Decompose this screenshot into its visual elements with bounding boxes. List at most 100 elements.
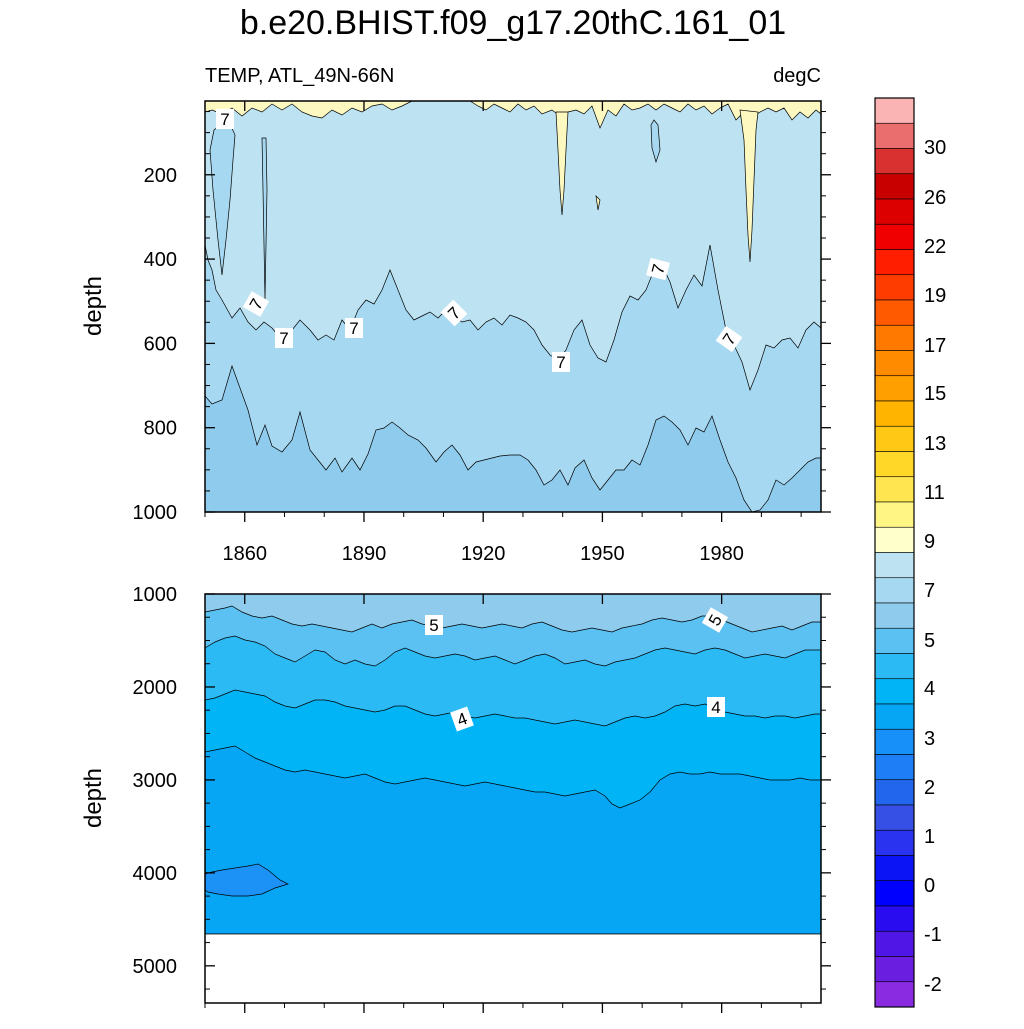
warm-plume-1940 — [555, 111, 569, 216]
colorbar-label: 13 — [924, 433, 946, 455]
ocean-floor-mask — [205, 934, 821, 1003]
x-tick-label: 1950 — [580, 543, 625, 565]
colorbar-swatch — [874, 577, 915, 604]
colorbar-label: 22 — [924, 236, 946, 258]
band-3-3.5-lower — [205, 745, 821, 935]
contour-label: 7 — [349, 319, 358, 338]
contour-label: 7 — [220, 110, 229, 129]
lower-y-axis-label: depth — [80, 768, 107, 828]
colorbar-label: 19 — [924, 285, 946, 307]
x-tick-label: 1980 — [699, 543, 744, 565]
colorbar-swatch — [874, 981, 915, 1008]
colorbar-label: 30 — [924, 137, 946, 159]
colorbar-swatch — [874, 653, 915, 680]
colorbar-label: 11 — [924, 482, 945, 504]
units-label: degC — [773, 65, 821, 87]
colorbar-swatch — [874, 754, 915, 781]
contour-label: 4 — [711, 698, 720, 717]
region-label: TEMP, ATL_49N-66N — [205, 65, 394, 87]
colorbar-frame — [874, 97, 915, 1008]
axis-ticks: 200 400 600 800 1000 1000 2000 3000 4000 5000 1860… — [133, 101, 831, 1013]
colorbar-swatch — [874, 350, 915, 377]
colorbar-label: 17 — [924, 335, 946, 357]
band-7-8-upper — [205, 101, 821, 392]
colorbar-label: 9 — [924, 531, 935, 553]
upper-contour-fill — [205, 101, 821, 512]
lower-contour-labels: 5 5 4 4 — [425, 607, 729, 732]
colorbar-swatch — [874, 930, 915, 957]
warm-plume-1985 — [739, 109, 759, 263]
colorbar-swatch — [874, 173, 915, 200]
colorbar-swatch — [874, 804, 915, 831]
x-tick-label: 1890 — [342, 543, 387, 565]
colorbar-label: 26 — [924, 187, 946, 209]
x-tick-label: 1860 — [222, 543, 267, 565]
colorbar-swatch — [874, 501, 915, 528]
colorbar-swatch — [874, 476, 915, 503]
colorbar-swatch — [874, 223, 915, 250]
warm-blob-1950 — [595, 195, 601, 211]
colorbar-swatch — [874, 198, 915, 225]
colorbar-label: -2 — [924, 974, 942, 996]
y-tick-label: 4000 — [133, 863, 178, 885]
colorbar-swatch — [874, 779, 915, 806]
colorbar-label: 15 — [924, 383, 946, 405]
colorbar-label: 3 — [924, 728, 935, 750]
warm-blob-1964 — [650, 119, 661, 164]
colorbar-swatch — [874, 905, 915, 932]
colorbar-swatch — [874, 526, 915, 553]
colorbar-swatch — [874, 97, 915, 124]
colorbar-swatch — [874, 324, 915, 351]
colorbar-swatch — [874, 451, 915, 478]
colorbar: 30 26 22 19 17 15 13 11 9 7 5 4 3 2 1 0 -1 -2 — [874, 97, 946, 1008]
colorbar-swatch — [874, 728, 915, 755]
chart-title: b.e20.BHIST.f09_g17.20thC.161_01 — [240, 4, 786, 42]
y-tick-label: 400 — [144, 249, 177, 271]
contour-label: 7 — [279, 329, 288, 348]
upper-y-axis-label: depth — [80, 276, 107, 336]
colorbar-swatch — [874, 299, 915, 326]
band-2.5-3-lower — [205, 863, 289, 897]
y-tick-label: 5000 — [133, 956, 178, 978]
contour-label: 5 — [429, 616, 438, 635]
colorbar-swatch — [874, 829, 915, 856]
lower-contour-fill — [205, 594, 821, 1003]
colorbar-swatch — [874, 880, 915, 907]
upper-contour-labels: 7 7 7 7 7 7 7 7 — [216, 109, 743, 372]
cool-thin-line-1866 — [261, 137, 268, 301]
colorbar-swatch — [874, 148, 915, 175]
y-tick-label: 3000 — [133, 770, 178, 792]
y-tick-label: 1000 — [133, 502, 178, 524]
colorbar-swatch — [874, 375, 915, 402]
contour-label: 7 — [556, 353, 565, 372]
colorbar-label: 5 — [924, 630, 935, 652]
y-tick-label: 600 — [144, 333, 177, 355]
colorbar-swatch — [874, 602, 915, 629]
colorbar-swatch — [874, 122, 915, 149]
colorbar-swatch — [874, 956, 915, 983]
colorbar-swatch — [874, 400, 915, 427]
x-tick-label: 1920 — [461, 543, 506, 565]
colorbar-swatch — [874, 249, 915, 276]
colorbar-label: -1 — [924, 924, 942, 946]
colorbar-label: 0 — [924, 875, 935, 897]
colorbar-swatch — [874, 855, 915, 882]
colorbar-swatch — [874, 274, 915, 301]
colorbar-label: 1 — [924, 826, 935, 848]
colorbar-swatch — [874, 703, 915, 730]
colorbar-swatch — [874, 552, 915, 579]
colorbar-swatch — [874, 627, 915, 654]
colorbar-label: 2 — [924, 777, 935, 799]
y-tick-label: 200 — [144, 165, 177, 187]
colorbar-label: 4 — [924, 678, 935, 700]
y-tick-label: 800 — [144, 418, 177, 440]
y-tick-label: 1000 — [133, 584, 178, 606]
colorbar-swatch — [874, 678, 915, 705]
upper-plot-frame — [204, 100, 822, 513]
colorbar-swatch — [874, 425, 915, 452]
lower-plot-frame — [204, 593, 822, 1004]
colorbar-label: 7 — [924, 580, 935, 602]
y-tick-label: 2000 — [133, 677, 178, 699]
